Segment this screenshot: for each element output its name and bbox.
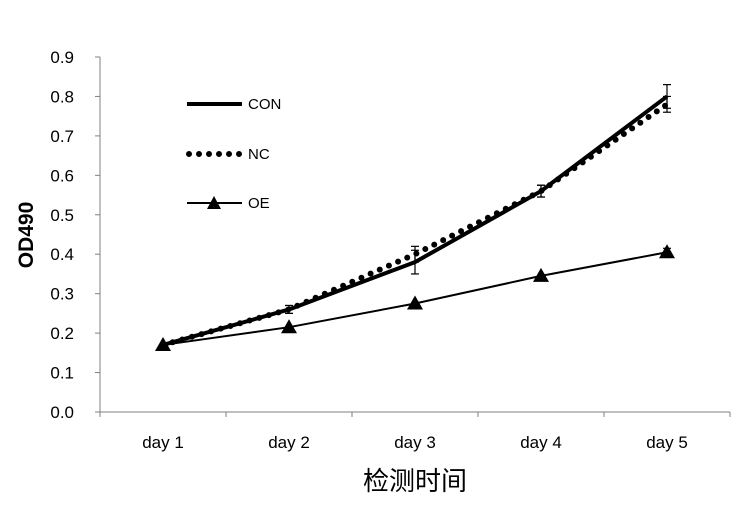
y-tick-label: 0.1 — [50, 364, 74, 383]
x-tick-label: day 1 — [142, 433, 184, 452]
y-tick-label: 0.6 — [50, 166, 74, 185]
y-tick-label: 0.3 — [50, 285, 74, 304]
legend-label-oe: OE — [248, 195, 270, 212]
y-tick-label: 0.0 — [50, 403, 74, 422]
legend-label-con: CON — [248, 96, 281, 113]
y-tick-label: 0.7 — [50, 127, 74, 146]
data-point-oe — [407, 295, 423, 310]
legend-label-nc: NC — [248, 146, 270, 163]
y-tick-label: 0.2 — [50, 324, 74, 343]
y-axis-label: OD490 — [15, 202, 38, 269]
x-tick-label: day 4 — [520, 433, 562, 452]
data-point-oe — [659, 244, 675, 259]
y-tick-label: 0.4 — [50, 245, 74, 264]
legend-marker-oe — [207, 196, 221, 209]
series-oe — [155, 244, 675, 351]
x-axis: day 1 day 2 day 3 day 4 day 5 — [99, 411, 731, 452]
plot-area — [155, 84, 675, 351]
x-tick-label: day 2 — [268, 433, 310, 452]
y-axis: 0.0 0.1 0.2 0.3 0.4 0.5 0.6 0.7 0.8 0.9 — [50, 48, 101, 422]
x-tick-label: day 5 — [646, 433, 688, 452]
x-axis-label: 检测时间 — [363, 467, 467, 497]
data-point-oe — [533, 267, 549, 282]
data-point-oe — [281, 319, 297, 334]
legend: CON NC OE — [186, 96, 281, 212]
x-tick-label: day 3 — [394, 433, 436, 452]
series-nc — [160, 95, 671, 348]
y-tick-label: 0.9 — [50, 48, 74, 67]
y-tick-label: 0.5 — [50, 206, 74, 225]
y-tick-label: 0.8 — [50, 87, 74, 106]
data-point-oe — [155, 336, 171, 351]
